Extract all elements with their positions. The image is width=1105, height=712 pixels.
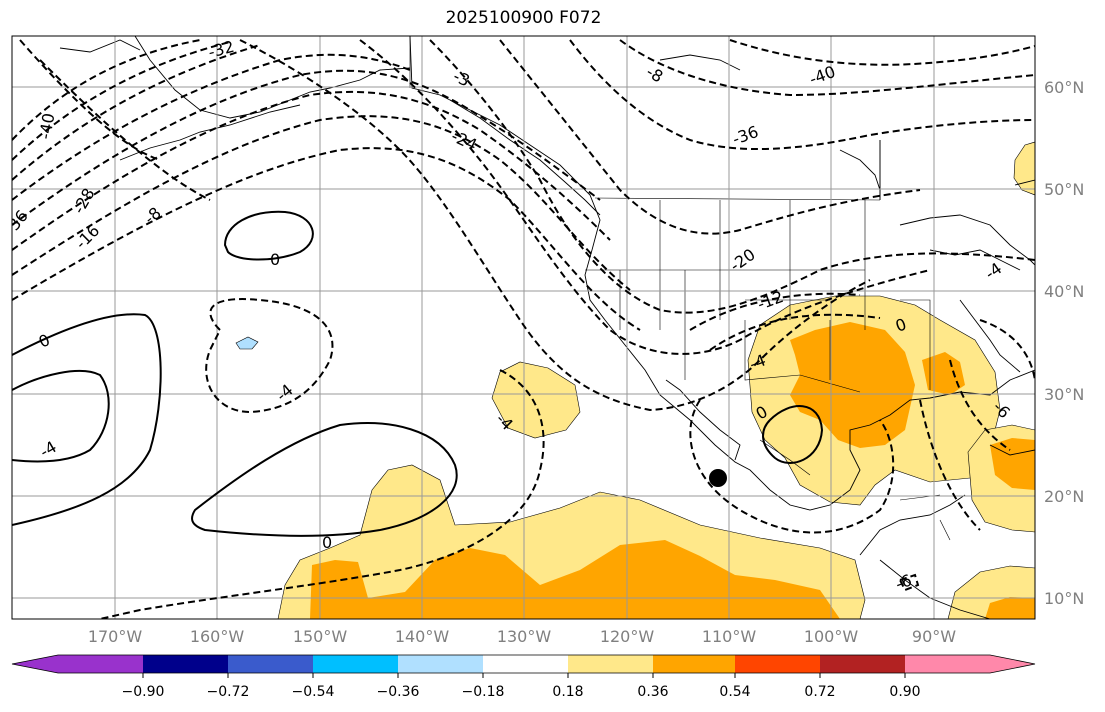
colorbar-outline [11,654,1036,674]
colorbar-segment [58,655,143,673]
contour-label: -6 [893,570,914,593]
colorbar-extend-high [990,655,1035,673]
lon-label: 120°W [600,627,655,646]
lat-label: 30°N [1044,385,1084,404]
colorbar-segment [228,655,313,673]
lat-label: 10°N [1044,589,1084,608]
colorbar-tick-label: −0.90 [122,684,165,700]
colorbar-tick-label: 0.36 [637,684,668,700]
positive-shading-region [790,322,915,448]
contour-label: -3 [450,66,472,90]
map-frame [11,35,1036,620]
map-content: -32 -3 -24 -40 -28 -16 -8 -36 -8 -4 -4 -… [12,36,1035,619]
lon-label: 140°W [395,627,450,646]
colorbar-tick-label: 0.72 [804,684,835,700]
location-marker [709,469,727,487]
positive-shading-region [310,540,840,619]
positive-shading-region [922,352,965,395]
contour-label: -40 [35,112,58,141]
longitude-labels: 170°W 160°W 150°W 140°W 130°W 120°W 110°… [88,627,956,646]
positive-shading-region [491,361,581,439]
contour-label: -4 [747,350,768,373]
lat-label: 50°N [1044,180,1084,199]
latitude-labels: 60°N 50°N 40°N 30°N 20°N 10°N [1044,78,1084,608]
contour-label: 0 [322,533,332,552]
lon-label: 160°W [190,627,245,646]
colorbar: −0.90 −0.72 −0.54 −0.36 −0.18 0.18 0.36 … [11,654,1036,700]
colorbar-tick-label: −0.54 [292,684,335,700]
negative-shading-region [235,336,259,350]
colorbar-extend-low [12,655,58,673]
lon-label: 130°W [497,627,552,646]
lon-label: 110°W [702,627,757,646]
colorbar-tick-label: −0.18 [462,684,505,700]
lat-label: 40°N [1044,282,1084,301]
colorbar-segment [905,655,990,673]
lat-label: 60°N [1044,78,1084,97]
colorbar-ticks [142,673,906,678]
colorbar-segment [653,655,735,673]
colorbar-segment [313,655,398,673]
colorbar-tick-label: 0.54 [719,684,750,700]
colorbar-segment [143,655,228,673]
lon-label: 170°W [88,627,143,646]
colorbar-segment [568,655,653,673]
lat-label: 20°N [1044,487,1084,506]
negative-contours [12,39,1035,619]
colorbar-segment [735,655,820,673]
colorbar-tick-label: −0.36 [377,684,420,700]
lon-label: 90°W [912,627,956,646]
colorbar-segment [398,655,483,673]
colorbar-segment [820,655,905,673]
shading-layer [235,141,1035,619]
colorbar-tick-label: −0.72 [207,684,250,700]
contour-label: 0 [270,250,280,269]
colorbar-segment [483,655,568,673]
colorbar-tick-label: 0.90 [889,684,920,700]
lon-label: 150°W [293,627,348,646]
coastline-layer [59,36,1035,619]
positive-shading-region [985,597,1035,619]
map-title: 2025100900 F072 [445,8,602,28]
colorbar-tick-label: 0.18 [552,684,583,700]
graticule [12,36,1035,619]
zero-contours [12,210,824,537]
lon-label: 100°W [804,627,859,646]
